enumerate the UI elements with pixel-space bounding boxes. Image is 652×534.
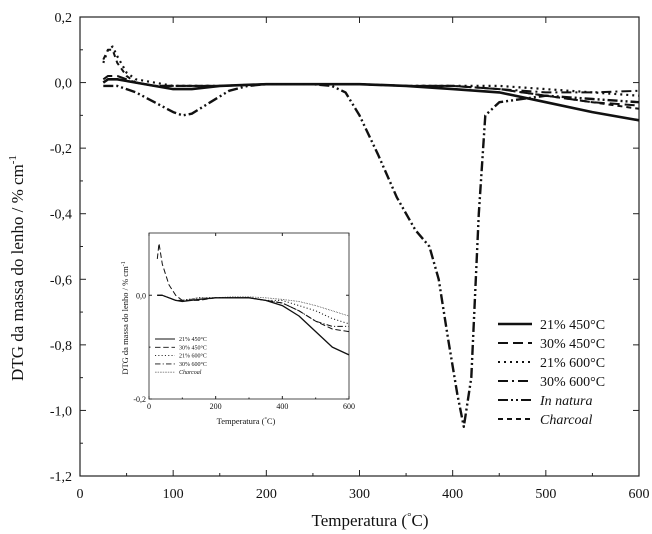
inset-legend-label-1: 30% 450°C	[179, 344, 207, 351]
inset-y-axis-title-exp: -1	[121, 261, 127, 266]
legend-label-1: 30% 450°C	[540, 337, 605, 352]
inset-x-axis-title-degree: °	[264, 416, 267, 423]
main-legend: 21% 450°C 30% 450°C 21% 600°C 30% 600°C In n…	[498, 318, 605, 428]
inset-frame	[148, 232, 350, 400]
y-axis-title: DTG da massa do lenho / % cm-1	[7, 155, 27, 381]
inset-series-line-3	[157, 294, 349, 327]
legend-label-0: 21% 450°C	[540, 318, 605, 333]
inset-y-tick-label: 0,0	[136, 291, 146, 300]
x-axis-title-unit: C)	[411, 511, 428, 530]
x-axis-title-degree: °	[407, 511, 411, 523]
inset-x-tick-label: 400	[276, 402, 288, 411]
main-x-tick-label: 400	[442, 487, 463, 502]
inset-legend-label-0: 21% 450°C	[179, 336, 207, 343]
main-y-tick-label: -1,2	[50, 470, 72, 485]
inset-x-axis-title-main: Temperatura (	[217, 416, 265, 426]
inset-series-line-4	[157, 294, 350, 317]
inset-legend-label-4: Charcoal	[179, 370, 202, 376]
main-x-tick-label: 0	[77, 487, 84, 502]
main-x-tick-label: 200	[256, 487, 277, 502]
inset-y-tick-label: -0,2	[133, 395, 146, 404]
main-series-line-5	[102, 48, 640, 110]
inset-x-tick-label: 200	[210, 402, 222, 411]
x-axis-title: Temperatura (°C)	[312, 511, 429, 530]
main-x-tick-label: 100	[163, 487, 184, 502]
main-x-tick-label: 600	[629, 487, 650, 502]
main-x-tick-label: 300	[349, 487, 370, 502]
main-y-tick-label: -1,0	[50, 404, 72, 419]
main-plot: 0 100 200 300 400 500 600 0,2 0,0 -0,2 -0,4 -0,6 -0,…	[50, 11, 650, 502]
main-y-tick-label: 0,0	[55, 77, 73, 92]
main-x-tick-label: 500	[535, 487, 556, 502]
legend-label-4: In natura	[539, 394, 593, 409]
inset-x-tick-label: 600	[343, 402, 355, 411]
inset-legend-label-2: 21% 600°C	[179, 353, 207, 360]
inset-x-axis-title: Temperatura (°C)	[217, 416, 276, 426]
main-y-tick-label: -0,8	[50, 339, 72, 354]
main-y-tick-label: -0,6	[50, 273, 72, 288]
main-series-line-4	[103, 82, 640, 428]
legend-label-2: 21% 600°C	[540, 356, 605, 371]
inset-plot: 0 200 400 600 0,0 -0,2 21% 450°C30% 450°C 21% 6…	[133, 232, 355, 411]
inset-x-axis-title-unit: C)	[267, 416, 276, 426]
y-axis-title-main: DTG da massa do lenho / % cm	[8, 164, 27, 381]
legend-label-5: Charcoal	[540, 413, 592, 428]
legend-label-3: 30% 600°C	[540, 375, 605, 390]
main-y-tick-label: 0,2	[55, 11, 73, 26]
main-y-tick-label: -0,4	[50, 208, 72, 223]
inset-y-axis-title: DTG da massa do lenho / % cm-1	[120, 261, 130, 374]
y-axis-title-exp: -1	[7, 155, 19, 164]
inset-legend-label-3: 30% 600°C	[179, 361, 207, 368]
main-y-tick-label: -0,2	[50, 142, 72, 157]
inset-x-tick-label: 0	[147, 402, 151, 411]
inset-series-line-2	[157, 294, 350, 325]
inset-y-axis-title-main: DTG da massa do lenho / % cm	[120, 266, 130, 375]
x-axis-title-main: Temperatura (	[312, 511, 408, 530]
